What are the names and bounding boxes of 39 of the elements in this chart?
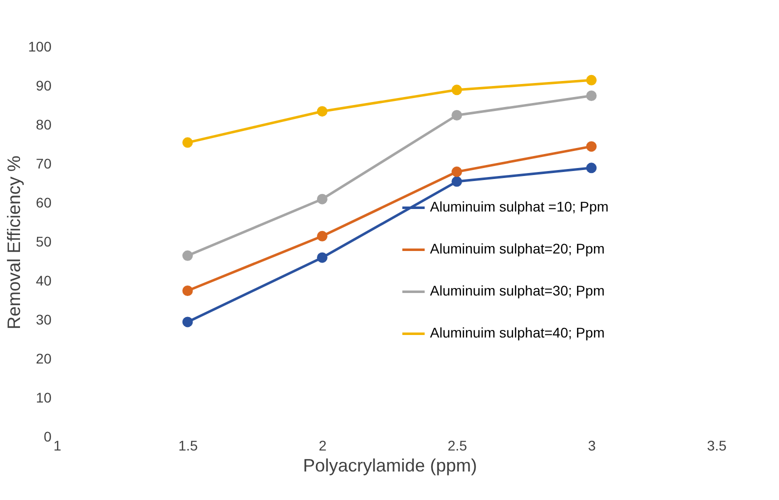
point [452, 166, 462, 178]
legend-label: Aluminuim sulphat =10; Ppm [430, 198, 609, 215]
point [586, 90, 597, 101]
y-tick-label: 70 [36, 156, 52, 172]
y-tick-label: 20 [36, 350, 52, 366]
x-tick-label: 2.5 [448, 438, 468, 454]
point [182, 286, 193, 296]
y-tick-label: 50 [36, 234, 52, 250]
y-tick-label: 100 [28, 38, 52, 54]
legend-label: Aluminuim sulphat=30; Ppm [430, 282, 605, 299]
point [316, 194, 328, 204]
y-tick-label: 80 [36, 116, 52, 132]
legend-label: Aluminuim sulphat=40; Ppm [430, 324, 605, 341]
y-tick-label: 60 [36, 194, 52, 210]
point [586, 141, 597, 152]
point [182, 250, 193, 261]
y-tick-label: 30 [36, 312, 52, 328]
x-axis-title: Polyacrylamide (ppm) [302, 456, 478, 476]
x-tick-label: 1.5 [178, 438, 198, 454]
x-tick-label: 3 [588, 438, 596, 454]
point [452, 176, 462, 187]
point [182, 316, 193, 328]
point [182, 137, 193, 148]
point [316, 230, 328, 242]
y-axis-title: Removal Efficiency % [4, 156, 24, 330]
y-tick-label: 90 [36, 78, 52, 94]
y-tick-label: 0 [44, 428, 52, 444]
legend-label: Aluminuim sulphat=20; Ppm [430, 240, 605, 257]
y-tick-label: 40 [36, 272, 52, 288]
y-tick-label: 10 [36, 390, 52, 406]
x-tick-label: 3.5 [707, 438, 727, 454]
point [586, 74, 597, 86]
point [316, 252, 328, 263]
x-tick-label: 2 [318, 438, 327, 454]
point [452, 84, 462, 96]
point [586, 162, 597, 174]
point [316, 106, 328, 117]
point [452, 110, 462, 120]
x-tick-label: 1 [54, 438, 62, 454]
